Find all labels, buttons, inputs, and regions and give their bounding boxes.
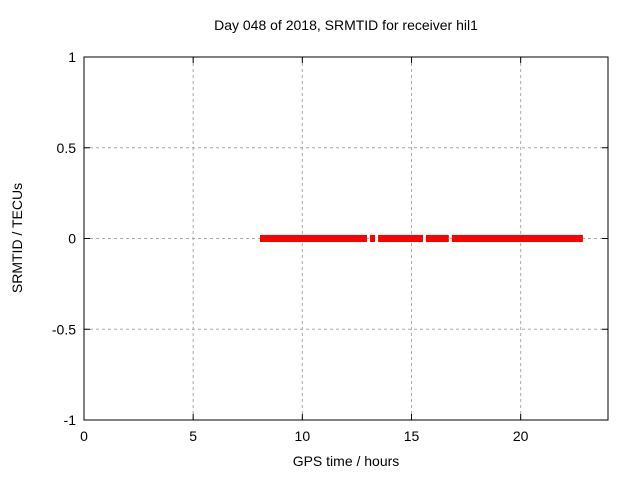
y-tick-label: 0.5 <box>57 140 77 156</box>
x-tick-label: 20 <box>513 428 529 444</box>
y-tick-label: -0.5 <box>52 321 76 337</box>
x-tick-label: 15 <box>404 428 420 444</box>
x-tick-label: 5 <box>189 428 197 444</box>
y-tick-label: 1 <box>68 49 76 65</box>
x-tick-label: 10 <box>295 428 311 444</box>
x-tick-label: 0 <box>80 428 88 444</box>
y-tick-label: 0 <box>68 231 76 247</box>
chart-title: Day 048 of 2018, SRMTID for receiver hil… <box>214 17 478 33</box>
x-axis-label: GPS time / hours <box>292 453 400 469</box>
y-tick-label: -1 <box>64 412 77 428</box>
